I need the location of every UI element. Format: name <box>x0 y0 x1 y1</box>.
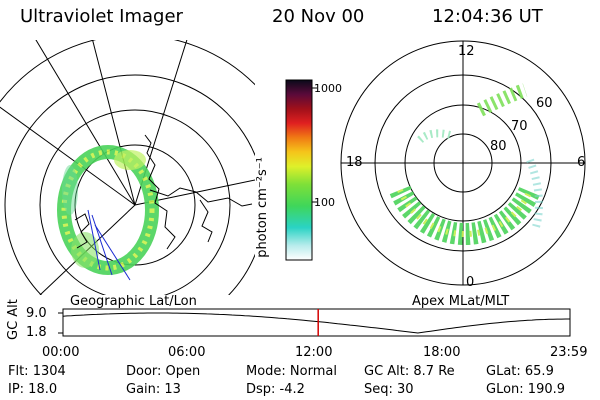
status-mode: Mode: Normal <box>246 364 337 379</box>
date-label: 20 Nov 00 <box>272 6 365 27</box>
gc-alt-curve <box>62 312 570 334</box>
time-label: 12:04:36 UT <box>432 6 543 27</box>
orbit-timeline <box>58 308 571 337</box>
mlt-label-0: 0 <box>466 275 475 290</box>
meridian-line <box>35 40 136 206</box>
mlt-label-18: 18 <box>346 155 363 170</box>
x-tick-2359: 23:59 <box>550 345 588 360</box>
terminator-lines <box>87 209 131 281</box>
status-flt: Flt: 1304 <box>8 364 66 379</box>
lat-circle <box>39 109 231 295</box>
colorbar-tick-100: 100 <box>314 196 335 209</box>
geo-panel-caption: Geographic Lat/Lon <box>70 294 197 309</box>
meridian-line <box>92 40 136 206</box>
mlat-label-70: 70 <box>511 119 528 134</box>
coastline <box>74 134 253 250</box>
aurora-emission <box>57 145 159 275</box>
mlat-label-60: 60 <box>536 96 553 111</box>
status-glat: GLat: 65.9 <box>486 364 554 379</box>
meridian-line <box>0 106 136 206</box>
status-glon: GLon: 190.9 <box>486 382 566 397</box>
x-tick-0000: 00:00 <box>42 345 80 360</box>
status-gc-alt: GC Alt: 8.7 Re <box>364 364 455 379</box>
polar-aurora <box>389 83 543 246</box>
timeline-ylabel: GC Alt <box>6 299 21 340</box>
colorbar-gradient <box>285 79 313 261</box>
polar-plot <box>340 40 586 286</box>
instrument-title: Ultraviolet Imager <box>20 6 183 27</box>
status-seq: Seq: 30 <box>364 382 414 397</box>
status-ip: IP: 18.0 <box>8 382 58 397</box>
status-gain: Gain: 13 <box>126 382 181 397</box>
timeline-frame <box>62 308 571 337</box>
apex-panel-caption: Apex MLat/MLT <box>412 294 510 309</box>
colorbar-unit-label: photon cm⁻²s⁻¹ <box>254 157 270 258</box>
y-tick-9: 9.0 <box>26 306 47 321</box>
colorbar <box>285 79 317 261</box>
lat-circle <box>4 74 255 295</box>
geographic-map <box>0 40 255 295</box>
x-tick-1200: 12:00 <box>295 345 333 360</box>
y-tick-1.8: 1.8 <box>26 325 47 340</box>
mlat-label-80: 80 <box>490 139 507 154</box>
x-tick-1800: 18:00 <box>423 345 461 360</box>
mlt-label-6: 6 <box>577 155 586 170</box>
x-tick-0600: 06:00 <box>168 345 206 360</box>
status-dsp: Dsp: -4.2 <box>246 382 305 397</box>
mlt-label-12: 12 <box>458 44 475 59</box>
status-door: Door: Open <box>126 364 201 379</box>
colorbar-tick-1000: 1000 <box>314 82 342 95</box>
